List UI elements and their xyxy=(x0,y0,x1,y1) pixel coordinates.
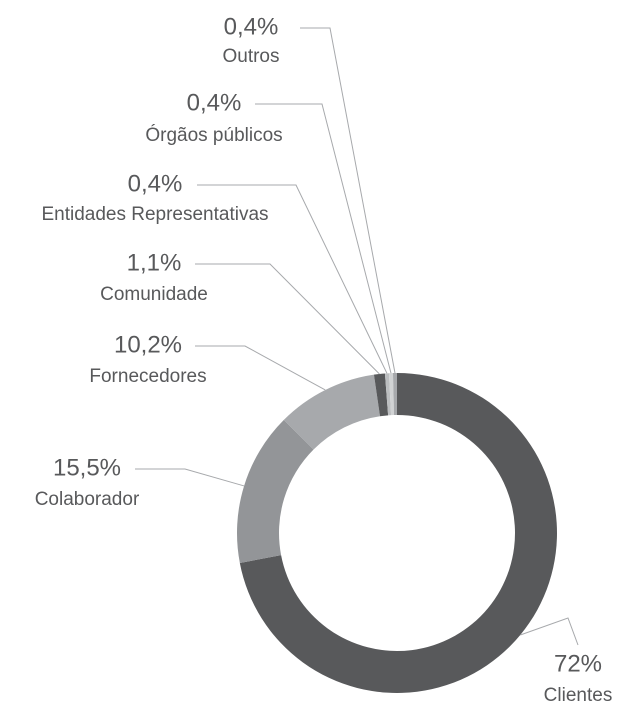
leader-line xyxy=(520,617,579,646)
leader-line xyxy=(300,27,396,374)
category-label: Fornecedores xyxy=(89,366,206,387)
value-label: 1,1% xyxy=(127,249,182,276)
donut-slice xyxy=(373,373,389,417)
leader-line xyxy=(195,263,380,375)
leader-line xyxy=(197,184,388,374)
category-label: Clientes xyxy=(544,685,613,706)
value-label: 0,4% xyxy=(187,89,242,116)
category-label: Órgãos públicos xyxy=(145,124,282,146)
category-label: Outros xyxy=(222,46,279,67)
category-label: Comunidade xyxy=(100,284,208,305)
leader-line xyxy=(195,345,326,391)
value-label: 0,4% xyxy=(224,13,279,40)
category-label: Entidades Representativas xyxy=(41,204,268,225)
leader-line xyxy=(255,103,392,374)
value-label: 0,4% xyxy=(128,170,183,197)
value-label: 10,2% xyxy=(114,331,182,358)
donut-slice xyxy=(384,373,392,416)
value-label: 15,5% xyxy=(53,454,121,481)
value-label: 72% xyxy=(554,650,602,677)
donut-slice xyxy=(388,373,395,416)
category-label: Colaborador xyxy=(35,489,140,510)
leader-line xyxy=(135,468,245,487)
donut-slice xyxy=(283,374,381,450)
donut-slice xyxy=(392,373,397,416)
donut-slice xyxy=(237,419,314,563)
